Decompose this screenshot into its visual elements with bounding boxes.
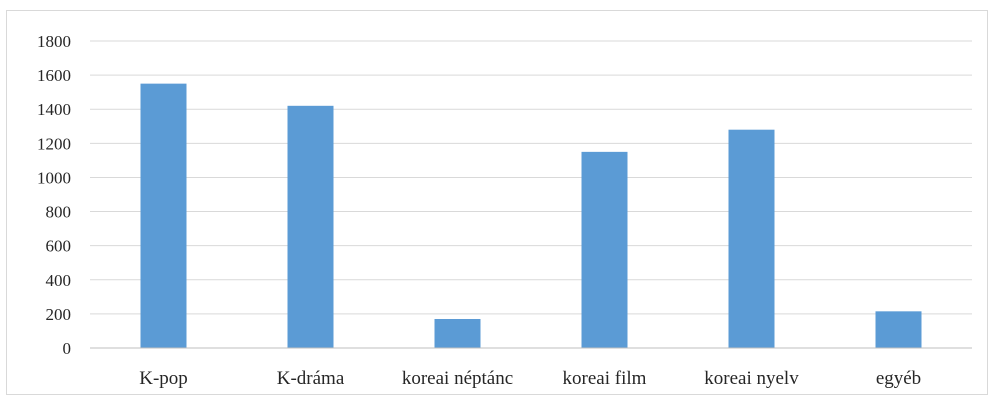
- bar: [728, 129, 775, 348]
- y-tick-label: 0: [63, 339, 72, 358]
- bar: [875, 311, 922, 348]
- y-tick-label: 800: [46, 203, 72, 222]
- bar: [140, 83, 187, 348]
- y-tick-label: 1400: [37, 100, 71, 119]
- x-category-label: K-pop: [139, 368, 188, 389]
- y-tick-label: 1600: [37, 66, 71, 85]
- bars: [140, 83, 922, 348]
- y-axis-ticks: 0 200 400 600 800 1000 1200 1400 1600 1800: [37, 32, 71, 358]
- y-tick-label: 200: [46, 305, 72, 324]
- y-tick-label: 600: [46, 237, 72, 256]
- bar: [434, 319, 481, 348]
- x-category-label: K-dráma: [277, 368, 345, 389]
- bar: [287, 105, 334, 348]
- y-tick-label: 1000: [37, 168, 71, 187]
- x-axis-labels: K-pop K-dráma koreai néptánc koreai film kor…: [139, 368, 921, 389]
- x-category-label: egyéb: [876, 368, 921, 389]
- x-category-label: koreai nyelv: [704, 368, 799, 389]
- bar: [581, 151, 628, 348]
- x-category-label: koreai néptánc: [402, 368, 513, 389]
- y-tick-label: 1800: [37, 32, 71, 51]
- y-tick-label: 400: [46, 271, 72, 290]
- y-tick-label: 1200: [37, 134, 71, 153]
- gridlines: [90, 40, 972, 315]
- x-category-label: koreai film: [563, 368, 647, 389]
